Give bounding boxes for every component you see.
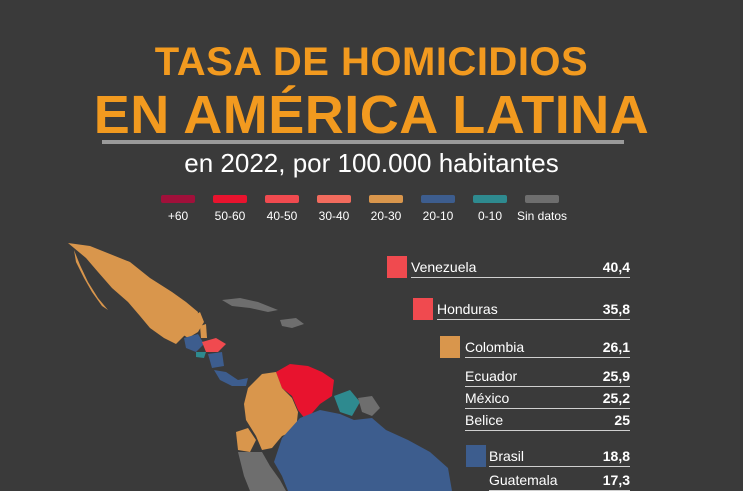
rate-value: 35,8 xyxy=(602,301,630,317)
map-mexico xyxy=(68,243,198,344)
rate-value: 40,4 xyxy=(602,259,630,275)
rate-value: 18,8 xyxy=(602,448,630,464)
map-hispaniola xyxy=(280,318,304,328)
ranking-row: Honduras 35,8 xyxy=(413,298,630,320)
map-venezuela xyxy=(276,364,334,420)
ranking-row: Ecuador 25,9 xyxy=(465,365,630,387)
legend-swatch xyxy=(421,195,455,203)
legend-swatch xyxy=(265,195,299,203)
legend-label: 20-30 xyxy=(370,209,402,223)
map-ecuador xyxy=(236,428,256,452)
map-el-salvador xyxy=(196,352,206,358)
row-underline xyxy=(465,408,630,409)
map-nicaragua xyxy=(208,352,224,368)
ranking-row: Colombia 26,1 xyxy=(440,336,630,358)
row-underline xyxy=(437,319,630,320)
title-line-1: TASA DE HOMICIDIOS xyxy=(154,40,589,84)
ranking-swatch xyxy=(413,298,433,320)
rate-value: 26,1 xyxy=(602,339,630,355)
legend-swatch xyxy=(473,195,507,203)
ranking-row: Venezuela 40,4 xyxy=(387,256,630,278)
rate-value: 17,3 xyxy=(602,472,630,488)
legend-item: +60 xyxy=(150,195,206,223)
rate-value: 25,2 xyxy=(602,390,630,406)
ranking-row: Guatemala 17,3 xyxy=(489,469,630,491)
row-underline xyxy=(465,430,630,431)
legend-label: 40-50 xyxy=(266,209,298,223)
ranking-swatch xyxy=(440,336,460,358)
legend-item: 0-10 xyxy=(462,195,518,223)
ranking-swatch xyxy=(387,256,407,278)
row-underline xyxy=(411,277,630,278)
map-colombia xyxy=(244,372,298,450)
row-underline xyxy=(489,466,630,467)
legend-label: Sin datos xyxy=(516,209,568,223)
country-label: Belice xyxy=(465,412,504,428)
map-honduras xyxy=(202,338,226,352)
country-label: Guatemala xyxy=(489,472,558,488)
ranking-swatch xyxy=(466,445,486,467)
country-label: México xyxy=(465,390,510,406)
legend-item: 50-60 xyxy=(202,195,258,223)
legend-label: 30-40 xyxy=(318,209,350,223)
map-brazil xyxy=(274,410,452,491)
ranking-row: México 25,2 xyxy=(465,387,630,409)
color-legend: +60 50-60 40-50 30-40 20-30 20-10 0-10 S… xyxy=(150,195,590,225)
map-guatemala xyxy=(184,334,204,352)
legend-swatch xyxy=(213,195,247,203)
country-label: Honduras xyxy=(437,301,498,317)
map-cuba xyxy=(222,298,278,312)
legend-label: 20-10 xyxy=(422,209,454,223)
legend-item: 20-30 xyxy=(358,195,414,223)
row-underline xyxy=(465,386,630,387)
country-label: Colombia xyxy=(465,339,525,355)
rate-value: 25 xyxy=(614,412,630,428)
row-underline xyxy=(465,357,630,358)
map-belize xyxy=(200,324,207,338)
title-divider xyxy=(102,140,624,144)
ranking-row: Brasil 18,8 xyxy=(466,445,630,467)
legend-item: 20-10 xyxy=(410,195,466,223)
legend-label: 50-60 xyxy=(214,209,246,223)
map-suriname-guiana xyxy=(358,396,380,416)
legend-swatch xyxy=(525,195,559,203)
map-costa-rica-panama xyxy=(214,370,248,386)
country-label: Brasil xyxy=(489,448,525,464)
legend-label: +60 xyxy=(167,209,189,223)
country-label: Ecuador xyxy=(465,368,518,384)
subtitle: en 2022, por 100.000 habitantes xyxy=(184,148,559,178)
legend-item: 30-40 xyxy=(306,195,362,223)
map-peru xyxy=(238,452,286,491)
legend-item: Sin datos xyxy=(514,195,570,223)
legend-label: 0-10 xyxy=(477,209,503,223)
legend-swatch xyxy=(161,195,195,203)
ranking-row: Belice 25 xyxy=(465,409,630,431)
map-yucatan xyxy=(176,312,204,338)
rate-value: 25,9 xyxy=(602,368,630,384)
title-line-2: EN AMÉRICA LATINA xyxy=(93,85,650,145)
legend-swatch xyxy=(317,195,351,203)
map-guyana xyxy=(334,390,360,416)
legend-item: 40-50 xyxy=(254,195,310,223)
country-label: Venezuela xyxy=(411,259,477,275)
legend-swatch xyxy=(369,195,403,203)
